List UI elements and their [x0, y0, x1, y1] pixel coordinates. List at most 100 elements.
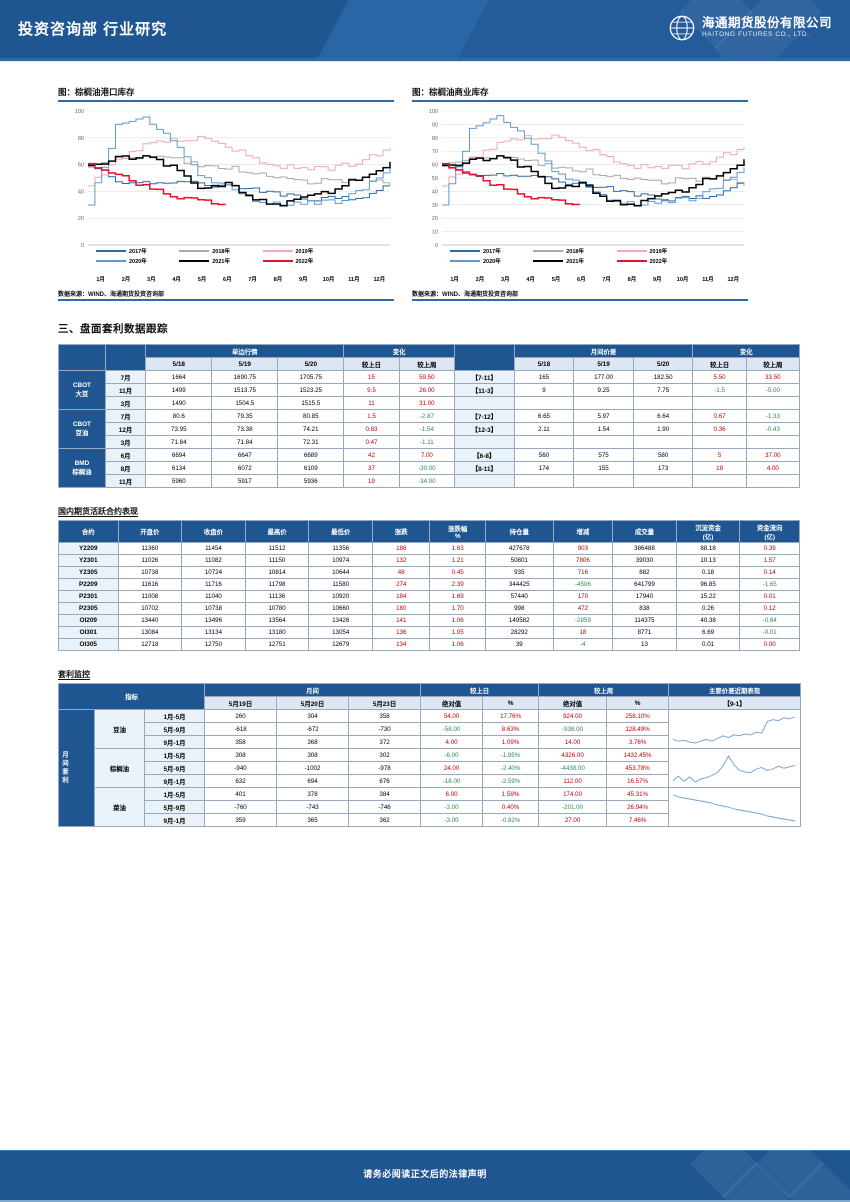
x-tick-label: 11月	[702, 277, 714, 283]
cell-spread-change-day: -1.5	[692, 383, 747, 397]
cell-abs-day: 6.00	[420, 787, 484, 801]
chart-source-rule	[58, 299, 394, 301]
cell-period: 5月-9月	[143, 800, 206, 814]
cell-spread-change-day: 5.50	[692, 370, 747, 384]
svg-text:80: 80	[432, 136, 438, 142]
page-title: 投资咨询部 行业研究	[18, 21, 168, 38]
cell-spread-s3: 6.64	[632, 409, 694, 423]
cell-funds: 15.22	[675, 590, 741, 603]
chart-source-rule	[412, 299, 748, 301]
chart-source-note: 数据来源：WIND、海通期货投资咨询部	[412, 292, 518, 298]
cell-spread-s1: 6.65	[513, 409, 575, 423]
cell-close: 13496	[181, 614, 246, 627]
cell-open: 10702	[117, 602, 183, 615]
table-row: 5月-9月 -940 -1002 -978 24.00 -2.40% -4438.00 453…	[59, 761, 801, 775]
chart-series-2019年	[442, 134, 745, 187]
cell-spread-label	[454, 396, 515, 410]
cell-abs-week: 27.00	[538, 813, 608, 827]
subheader-abs1: 绝对值	[420, 696, 484, 710]
cell-spread-s3	[632, 474, 694, 488]
cell-v1: 358	[204, 735, 278, 749]
cell-close: 13134	[181, 626, 246, 639]
subheader-vs_day: 较上日	[343, 357, 400, 371]
cell-change-week: 7.00	[398, 448, 456, 462]
x-tick-label: 1月	[450, 277, 459, 283]
cell-price-d1: 1499	[145, 383, 213, 397]
cell-change-week: -34.00	[398, 474, 456, 488]
cell-open-interest: 50801	[484, 554, 554, 567]
legend-label: 2021年	[212, 259, 230, 265]
table2-caption: 国内期货活跃合约表现	[58, 507, 138, 516]
svg-text:60: 60	[432, 163, 438, 169]
group-header-change-b: 变化	[692, 344, 800, 358]
legend-label: 2018年	[566, 249, 584, 255]
col-header-7: 持仓量	[484, 520, 554, 543]
cell-change-day: 19	[343, 474, 400, 488]
x-tick-label: 5月	[197, 277, 207, 283]
cell-spread-s2	[573, 435, 634, 449]
cell-spread-s1: 9	[513, 383, 575, 397]
col-header-2: 收盘价	[181, 520, 246, 543]
table2-wrap: 合约 开盘价 收盘价 最高价 最低价 涨跌 涨跌幅% 持仓量 增减 成交量 沉淀资金 (亿) 资金流向(…	[0, 520, 850, 651]
x-tick-label: 3月	[501, 277, 510, 283]
legend-label: 2021年	[566, 259, 584, 265]
cell-funds: 6.69	[675, 626, 741, 639]
x-tick-label: 2月	[121, 277, 131, 283]
spread-label-col-header	[454, 344, 515, 371]
cell-v2: 694	[276, 774, 350, 788]
x-tick-label: 1月	[96, 277, 105, 283]
cell-close: 10738	[181, 602, 246, 615]
cell-change-week: -1.54	[398, 422, 456, 436]
cell-oi-change: -4	[552, 638, 614, 651]
chart-series-2022年	[442, 162, 581, 206]
cell-v2: 368	[276, 735, 350, 749]
sparkline-豆油	[668, 709, 802, 749]
subheader-s2: 5/19	[573, 357, 634, 371]
legend-swatch	[450, 250, 480, 252]
cell-change-pct: 1.70	[429, 602, 486, 615]
sparkline-svg	[672, 794, 796, 822]
row-month-label: 11月	[104, 383, 147, 397]
cell-price-d2: 6647	[211, 448, 279, 462]
cell-pct-week: 453.78%	[606, 761, 670, 775]
cell-close: 11716	[181, 578, 246, 591]
subheader-s1: 5/18	[513, 357, 575, 371]
page-footer: 请务必阅读正文后的法律声明	[0, 1150, 850, 1202]
table-row: 9月-1月 358 368 372 4.00 1.09% 14.00 3.76%	[59, 735, 801, 749]
x-tick-label: 4月	[172, 277, 181, 283]
cell-pct-day: 1.59%	[482, 787, 540, 801]
cell-price-d1: 6134	[145, 461, 213, 475]
cell-contract: P2209	[58, 578, 119, 591]
cell-pct-day: 1.09%	[482, 735, 540, 749]
cell-low: 13054	[308, 626, 374, 639]
legend-label: 2020年	[483, 259, 501, 265]
col-header-5: 涨跌	[372, 520, 431, 543]
legend-label: 2017年	[483, 249, 501, 255]
cell-abs-day: 54.00	[420, 709, 484, 723]
cell-v3: -978	[348, 761, 422, 775]
cell-low: 10660	[308, 602, 374, 615]
table-row: Y2305 10738 10724 10814 10644 48 0.45 935 716 882…	[58, 566, 800, 579]
chart-plot-area: 0 10 20 30 40 50 60 70 80 90 100 2017年 2018年 2019年 202…	[412, 105, 748, 287]
row-month-label: 8月	[104, 461, 147, 475]
svg-text:100: 100	[75, 109, 84, 115]
cell-price-d3: 72.31	[277, 435, 345, 449]
header-indicator: 指标	[57, 683, 206, 710]
cell-pct-day: -0.82%	[482, 813, 540, 827]
cell-funds: 0.26	[675, 602, 741, 615]
cell-open-interest: 57440	[484, 590, 554, 603]
cell-open-interest: 39	[484, 638, 554, 651]
svg-text:20: 20	[432, 216, 438, 222]
svg-text:20: 20	[78, 216, 84, 222]
legend-label: 2017年	[129, 249, 147, 255]
cell-open: 11616	[117, 578, 183, 591]
legend-label: 2019年	[649, 249, 668, 255]
cell-volume: 8771	[612, 626, 677, 639]
cell-v2: 378	[276, 787, 350, 801]
cell-spread-change-week: -1.33	[745, 409, 801, 423]
cell-funds: 0.18	[675, 566, 741, 579]
cell-pct-week: 26.94%	[606, 800, 670, 814]
cell-abs-day: -18.00	[420, 774, 484, 788]
table-subheader-row: 5/18 5/19 5/20 较上日 较上周 5/18 5/19 5/20 较上日 较上周	[59, 357, 801, 371]
cell-spread-change-week	[745, 474, 801, 488]
